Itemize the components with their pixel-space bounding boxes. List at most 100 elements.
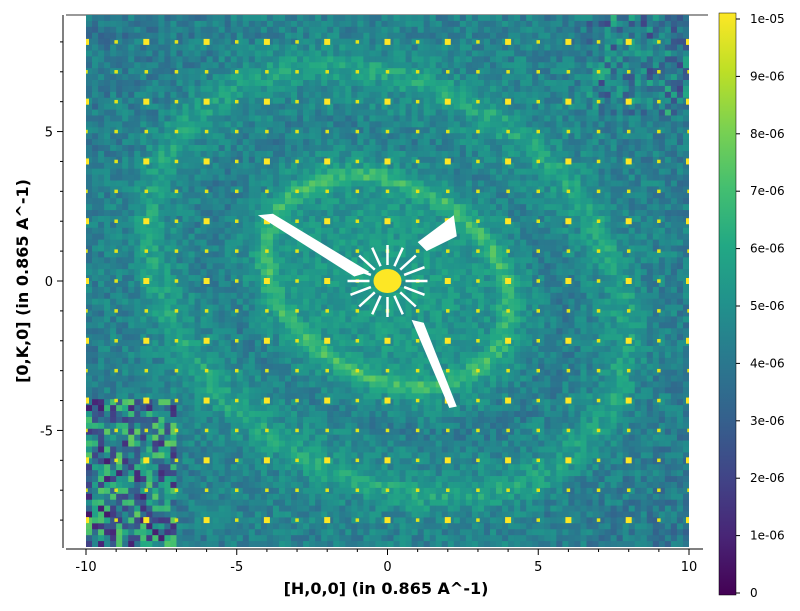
heatmap-cell (98, 257, 105, 264)
heatmap-cell (682, 221, 689, 229)
heatmap-cell (640, 298, 648, 306)
heatmap-cell (218, 150, 226, 158)
heatmap-cell (447, 44, 455, 51)
heatmap-cell (574, 275, 581, 282)
heatmap-cell (652, 198, 660, 205)
heatmap-cell (417, 245, 425, 252)
heatmap-cell (98, 139, 105, 146)
heatmap-cell (351, 68, 358, 75)
heatmap-cell (598, 50, 605, 57)
heatmap-cell (634, 56, 642, 63)
heatmap-cell (375, 156, 382, 164)
heatmap-cell (405, 204, 413, 211)
heatmap-cell (646, 275, 654, 282)
heatmap-cell (429, 210, 437, 217)
heatmap-cell (520, 62, 527, 69)
heatmap-cell (188, 239, 195, 246)
heatmap-cell (417, 103, 425, 110)
heatmap-cell (104, 275, 111, 282)
heatmap-cell (556, 239, 563, 246)
heatmap-cell (471, 133, 479, 140)
heatmap-cell (236, 227, 244, 235)
heatmap-cell (483, 74, 491, 81)
heatmap-cell (363, 20, 370, 28)
heatmap-cell (140, 269, 147, 276)
heatmap-cell (182, 275, 189, 282)
heatmap-cell (188, 133, 195, 140)
heatmap-cell (477, 251, 485, 258)
heatmap-cell (598, 62, 605, 69)
heatmap-cell (164, 275, 171, 282)
heatmap-cell (586, 245, 593, 252)
heatmap-cell (568, 150, 575, 158)
heatmap-cell (574, 281, 581, 288)
heatmap-cell (92, 62, 99, 69)
heatmap-cell (303, 121, 310, 128)
heatmap-cell (345, 198, 352, 205)
heatmap-cell (128, 251, 135, 258)
heatmap-cell (520, 133, 527, 140)
heatmap-cell (550, 269, 557, 276)
heatmap-cell (158, 198, 165, 205)
heatmap-cell (321, 221, 328, 229)
heatmap-cell (134, 38, 141, 45)
heatmap-cell (152, 109, 159, 116)
heatmap-cell (405, 174, 413, 181)
heatmap-cell (116, 145, 123, 152)
heatmap-cell (248, 26, 256, 34)
heatmap-cell (254, 50, 262, 57)
heatmap-cell (278, 180, 286, 187)
heatmap-cell (435, 91, 443, 99)
heatmap-cell (490, 227, 497, 235)
heatmap-cell (616, 257, 624, 264)
heatmap-cell (339, 15, 346, 22)
heatmap-cell (321, 239, 328, 246)
heatmap-cell (610, 156, 618, 164)
heatmap-cell (309, 26, 316, 34)
heatmap-cell (556, 286, 563, 294)
heatmap-cell (254, 221, 262, 229)
heatmap-cell (435, 121, 443, 128)
heatmap-cell (664, 221, 672, 229)
heatmap-cell (291, 150, 298, 158)
heatmap-cell (309, 15, 316, 22)
heatmap-cell (477, 156, 485, 164)
heatmap-cell (297, 68, 304, 75)
heatmap-cell (610, 239, 618, 246)
heatmap-cell (435, 204, 443, 211)
heatmap-cell (640, 127, 648, 134)
heatmap-cell (230, 80, 238, 87)
heatmap-cell (170, 227, 177, 235)
heatmap-cell (278, 227, 286, 235)
heatmap-cell (206, 56, 214, 63)
heatmap-cell (110, 74, 117, 81)
heatmap-cell (483, 109, 491, 116)
heatmap-cell (562, 91, 569, 99)
heatmap-cell (640, 263, 648, 270)
heatmap-cell (399, 121, 406, 128)
heatmap-cell (182, 109, 189, 116)
heatmap-cell (640, 186, 648, 193)
heatmap-cell (116, 56, 123, 63)
heatmap-cell (122, 292, 129, 300)
heatmap-cell (315, 127, 322, 134)
heatmap-cell (134, 74, 141, 81)
heatmap-cell (200, 286, 207, 294)
heatmap-cell (598, 275, 605, 282)
heatmap-cell (272, 62, 280, 69)
heatmap-cell (212, 50, 220, 57)
heatmap-cell (297, 150, 304, 158)
heatmap-cell (405, 103, 413, 110)
heatmap-cell (514, 127, 521, 134)
heatmap-cell (212, 251, 220, 258)
heatmap-cell (520, 15, 527, 22)
heatmap-cell (447, 156, 455, 164)
heatmap-cell (483, 97, 491, 105)
heatmap-cell (447, 186, 455, 193)
heatmap-cell (387, 162, 394, 170)
heatmap-cell (140, 50, 147, 57)
heatmap-cell (640, 174, 648, 181)
heatmap-cell (266, 286, 274, 294)
heatmap-cell (471, 115, 479, 122)
heatmap-cell (520, 180, 527, 187)
